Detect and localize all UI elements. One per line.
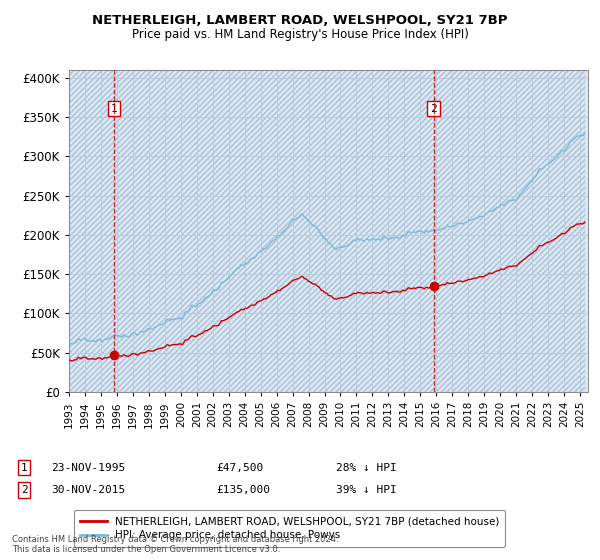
Text: 23-NOV-1995: 23-NOV-1995 [51, 463, 125, 473]
Text: £47,500: £47,500 [216, 463, 263, 473]
Text: 30-NOV-2015: 30-NOV-2015 [51, 485, 125, 495]
Text: Price paid vs. HM Land Registry's House Price Index (HPI): Price paid vs. HM Land Registry's House … [131, 28, 469, 41]
Text: 1: 1 [20, 463, 28, 473]
Text: 2: 2 [20, 485, 28, 495]
Legend: NETHERLEIGH, LAMBERT ROAD, WELSHPOOL, SY21 7BP (detached house), HPI: Average pr: NETHERLEIGH, LAMBERT ROAD, WELSHPOOL, SY… [74, 510, 505, 547]
Text: £135,000: £135,000 [216, 485, 270, 495]
Text: 2: 2 [430, 104, 437, 114]
Text: 39% ↓ HPI: 39% ↓ HPI [336, 485, 397, 495]
Text: NETHERLEIGH, LAMBERT ROAD, WELSHPOOL, SY21 7BP: NETHERLEIGH, LAMBERT ROAD, WELSHPOOL, SY… [92, 14, 508, 27]
Text: 28% ↓ HPI: 28% ↓ HPI [336, 463, 397, 473]
Text: 1: 1 [111, 104, 118, 114]
Text: Contains HM Land Registry data © Crown copyright and database right 2024.
This d: Contains HM Land Registry data © Crown c… [12, 535, 338, 554]
